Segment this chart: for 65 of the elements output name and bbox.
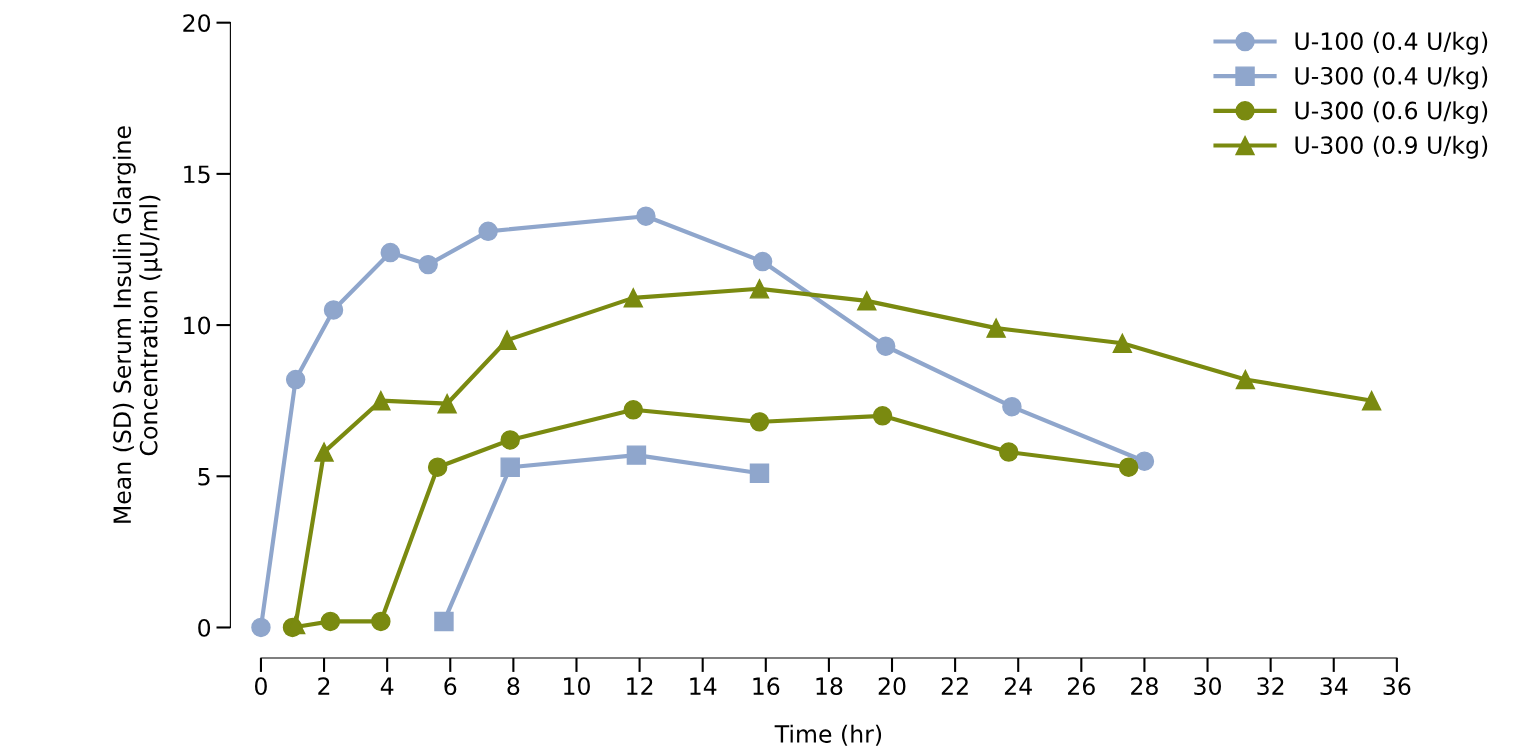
y-axis-title: Mean (SD) Serum Insulin Glargine Concentration (μU/ml) [112,126,163,523]
point [1134,451,1155,471]
point [752,251,773,272]
point [323,300,344,320]
point [371,611,391,632]
y-tick-label: 5 [198,468,210,486]
point [749,279,770,299]
x-tick-label: 2 [318,677,330,695]
point [478,221,498,242]
x-tick-label: 34 [1320,677,1348,696]
x-tick-label: 26 [1068,677,1095,696]
point [251,617,271,638]
point [434,611,454,632]
point [314,442,334,462]
y-tick-label: 10 [184,316,211,335]
x-tick-label: 28 [1131,677,1158,696]
x-tick-label: 14 [690,677,717,695]
x-tick-label: 8 [507,677,520,696]
point [497,330,517,350]
x-tick-label: 30 [1194,677,1221,696]
legend-label: U-300 (0.4 U/kg) [1295,66,1488,90]
x-tick-label: 22 [941,677,968,695]
y-tick-label: 20 [183,14,211,32]
point [875,336,896,356]
point [623,288,643,308]
x-tick-label: 20 [878,677,906,696]
x-tick-label: 0 [255,677,267,696]
legend-label: U-300 (0.9 U/kg) [1295,135,1488,159]
point [1361,390,1382,411]
point [1112,333,1133,353]
point [500,430,520,450]
x-tick-label: 36 [1383,677,1411,696]
legend-label: U-300 (0.6 U/kg) [1295,101,1488,124]
x-tick-label: 4 [380,677,394,695]
point [623,400,643,420]
point [636,206,656,226]
x-tick-label: 16 [753,677,780,696]
point [320,611,341,632]
x-tick-label: 24 [1004,677,1032,695]
y-tick-label: 0 [198,618,211,637]
point [749,463,770,483]
point [500,457,520,477]
point [1002,397,1022,417]
y-tick-label: 15 [184,165,210,184]
point [986,318,1006,338]
point [857,291,877,311]
point [437,393,457,414]
x-tick-label: 6 [444,677,457,696]
point [380,242,401,263]
x-axis-title: Time (hr) [774,724,882,746]
point [1235,369,1256,390]
legend-label: U-100 (0.4 U/kg) [1295,31,1488,55]
point [872,406,893,426]
point [285,369,306,390]
x-tick-label: 10 [564,677,590,696]
x-tick-label: 32 [1257,677,1284,696]
x-tick-label: 18 [816,677,843,696]
point [999,442,1019,462]
x-tick-label: 12 [627,677,653,695]
point [1118,457,1139,477]
point [749,412,770,432]
point [418,254,438,275]
point [371,390,391,411]
point [626,445,647,465]
point [427,457,448,477]
